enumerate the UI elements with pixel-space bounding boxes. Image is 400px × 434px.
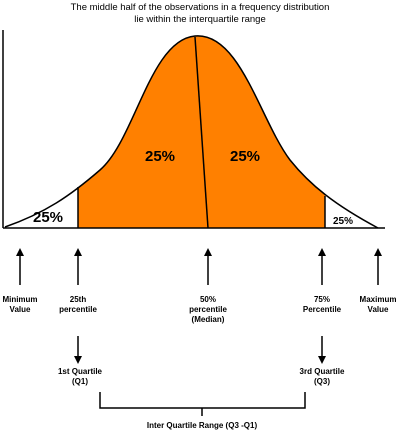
label-line: percentile xyxy=(59,305,97,314)
median-line xyxy=(194,36,209,229)
quartile-label: 3rd Quartile (Q3) xyxy=(300,367,345,386)
region-label: 25% xyxy=(145,148,175,165)
label-line: 3rd Quartile xyxy=(300,367,345,376)
range-label: Inter Quartile Range (Q3 -Q1) xyxy=(147,421,258,430)
label-line: (Q3) xyxy=(314,377,330,386)
region-label: 25% xyxy=(333,216,353,227)
arrows xyxy=(16,248,382,364)
point-label: 25th percentile xyxy=(59,295,97,314)
point-label: 75% Percentile xyxy=(303,295,342,314)
curve xyxy=(4,35,379,229)
label-line: 50% xyxy=(200,295,216,304)
label-line: (Median) xyxy=(192,315,225,324)
region-label: 25% xyxy=(33,209,63,226)
label-line: Minimum xyxy=(2,295,37,304)
point-label: Minimum Value xyxy=(2,295,37,314)
label-line: 25th xyxy=(70,295,87,304)
label-line: 75% xyxy=(314,295,330,304)
region-label: 25% xyxy=(230,148,260,165)
point-label: 50% percentile (Median) xyxy=(189,295,227,324)
label-line: 1st Quartile xyxy=(58,367,103,376)
label-line: (Q1) xyxy=(72,377,88,386)
label-line: Value xyxy=(10,305,31,314)
label-line: Value xyxy=(368,305,389,314)
label-line: Percentile xyxy=(303,305,342,314)
point-label: Maximum Value xyxy=(360,295,397,314)
range-bracket xyxy=(99,392,306,416)
label-line: percentile xyxy=(189,305,227,314)
quartile-label: 1st Quartile (Q1) xyxy=(58,367,103,386)
label-line: Maximum xyxy=(360,295,397,304)
title-line: The middle half of the observations in a… xyxy=(71,2,330,13)
title-line: lie within the interquartile range xyxy=(134,14,266,25)
